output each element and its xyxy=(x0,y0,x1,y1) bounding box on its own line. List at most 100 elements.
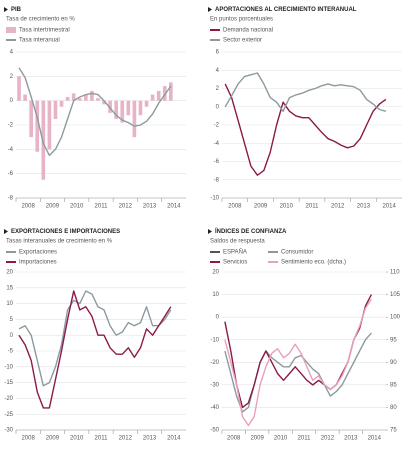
bar xyxy=(144,100,149,107)
y-tick-label: 0 xyxy=(10,333,14,339)
chart-title: ÍNDICES DE CONFIANZA xyxy=(215,227,287,235)
x-tick-label: 2010 xyxy=(70,204,84,210)
y-tick-label: 2 xyxy=(216,86,220,92)
bar xyxy=(23,94,27,101)
bar xyxy=(169,82,173,101)
y-tick-label: -25 xyxy=(4,412,13,418)
x-tick-label: 2013 xyxy=(357,204,371,210)
legend-swatch xyxy=(210,261,220,263)
y2-tick-label: 80 xyxy=(390,405,397,411)
y-tick-label: -8 xyxy=(214,177,220,183)
bar xyxy=(35,100,40,152)
y2-tick-label: 110 xyxy=(390,270,400,276)
x-tick-label: 2008 xyxy=(227,436,241,442)
bar xyxy=(41,100,46,180)
bar xyxy=(90,90,94,101)
legend-label: Sector exterior xyxy=(223,38,262,44)
x-tick-label: 2010 xyxy=(280,204,294,210)
chart-title: EXPORTACIONES E IMPORTACIONES xyxy=(11,229,120,235)
chart-subtitle: En puntos porcentuales xyxy=(210,17,273,23)
y-tick-label: 15 xyxy=(6,285,13,291)
y-tick-label: -4 xyxy=(214,141,220,147)
title-marker xyxy=(4,229,8,234)
bar xyxy=(47,100,52,150)
x-tick-label: 2009 xyxy=(46,204,60,210)
bar xyxy=(17,76,21,101)
bar xyxy=(150,94,155,101)
x-tick-label: 2011 xyxy=(95,436,109,442)
bar xyxy=(162,86,167,101)
x-tick-label: 2012 xyxy=(321,436,335,442)
bar xyxy=(53,100,58,119)
legend-label: Exportaciones xyxy=(19,250,57,256)
bar xyxy=(102,100,106,105)
legend-swatch xyxy=(6,251,16,253)
line xyxy=(18,290,172,387)
chart-title: APORTACIONES AL CRECIMIENTO INTERANUAL xyxy=(215,7,357,13)
bar xyxy=(96,98,100,101)
x-tick-label: 2012 xyxy=(119,436,133,442)
legend-swatch xyxy=(268,261,278,263)
x-tick-label: 2010 xyxy=(274,436,288,442)
y2-tick-label: 95 xyxy=(390,337,397,343)
line xyxy=(224,332,372,413)
legend-label: Tasa intertrimestral xyxy=(19,28,70,34)
bar xyxy=(71,93,76,101)
bar xyxy=(65,97,70,101)
legend-label: Sentimiento eco. (dcha.) xyxy=(281,260,346,266)
chart-subtitle: Tasa de crecimiento en % xyxy=(6,17,75,23)
chart-subtitle: Tasas interanuales de crecimiento en % xyxy=(6,239,113,245)
y-tick-label: -30 xyxy=(4,428,13,434)
x-tick-label: 2009 xyxy=(46,436,60,442)
x-tick-label: 2013 xyxy=(143,204,157,210)
y-tick-label: 10 xyxy=(6,301,13,307)
y-tick-label: -15 xyxy=(4,380,13,386)
bar xyxy=(77,98,82,101)
y-tick-label: -30 xyxy=(210,382,219,388)
line xyxy=(224,294,373,409)
line xyxy=(18,290,172,409)
legend-swatch xyxy=(210,251,220,253)
bar xyxy=(59,100,64,107)
bar xyxy=(84,94,88,101)
bar xyxy=(29,100,33,138)
y2-tick-label: 75 xyxy=(390,428,397,434)
y-tick-label: -2 xyxy=(8,123,14,129)
bar xyxy=(114,100,118,119)
y-tick-label: 0 xyxy=(10,98,14,104)
y-tick-label: 6 xyxy=(216,50,220,56)
x-tick-label: 2009 xyxy=(254,204,268,210)
bar xyxy=(156,90,161,101)
y-tick-label: -8 xyxy=(8,196,14,202)
legend-label: Importaciones xyxy=(19,260,57,266)
y-tick-label: -5 xyxy=(8,349,14,355)
x-tick-label: 2009 xyxy=(250,436,264,442)
bar xyxy=(126,100,131,116)
x-tick-label: 2014 xyxy=(382,204,396,210)
x-tick-label: 2012 xyxy=(331,204,345,210)
y2-tick-label: 100 xyxy=(390,315,401,321)
x-tick-label: 2011 xyxy=(95,204,109,210)
bar xyxy=(108,100,112,113)
bar xyxy=(132,100,137,138)
line xyxy=(224,72,387,112)
title-marker xyxy=(208,229,212,234)
bar xyxy=(120,100,125,123)
y-tick-label: -6 xyxy=(8,171,14,177)
legend-swatch xyxy=(210,29,220,31)
x-tick-label: 2013 xyxy=(344,436,358,442)
legend-swatch xyxy=(6,27,16,33)
line xyxy=(224,83,387,176)
y-tick-label: 20 xyxy=(6,270,13,276)
y-tick-label: -20 xyxy=(210,360,219,366)
y2-tick-label: 85 xyxy=(390,382,397,388)
y-tick-label: -10 xyxy=(210,337,219,343)
legend-label: Demanda nacional xyxy=(223,28,273,34)
y-tick-label: -2 xyxy=(214,123,220,129)
chart-title: PIB xyxy=(11,7,22,13)
y-tick-label: -4 xyxy=(8,147,14,153)
title-marker xyxy=(208,7,212,12)
y-tick-label: 10 xyxy=(212,292,219,298)
y2-tick-label: 105 xyxy=(390,292,401,298)
x-tick-label: 2011 xyxy=(298,436,312,442)
